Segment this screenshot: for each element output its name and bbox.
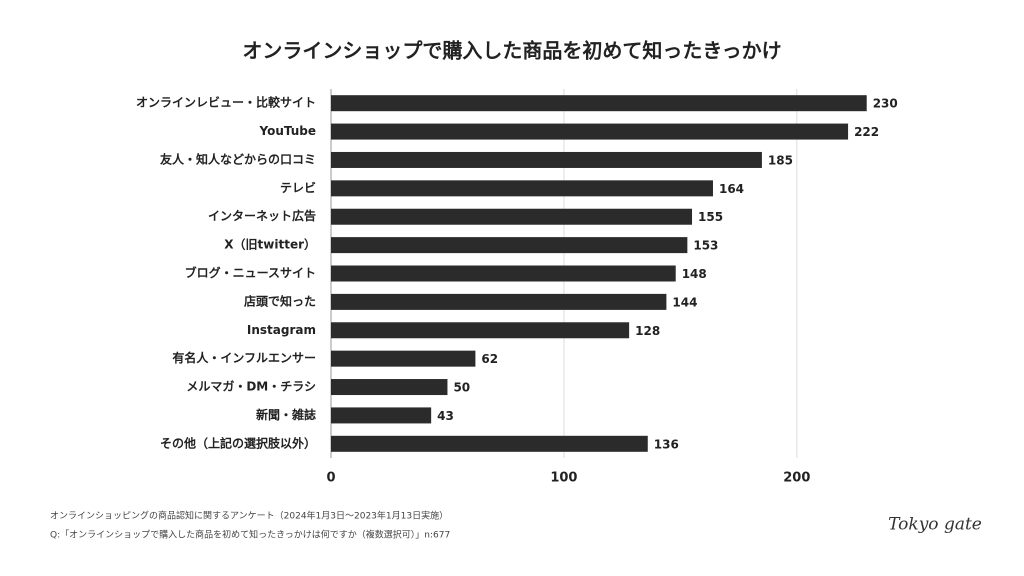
value-label: 185 [768,153,793,167]
logo: Tokyo gate [888,515,982,535]
y-tick-label: X（旧twitter） [224,237,316,252]
y-tick-label: YouTube [258,124,316,138]
y-tick-label: ブログ・ニュースサイト [185,265,316,280]
bar [331,237,688,254]
value-label: 136 [654,437,679,451]
bar [331,95,867,112]
bar [331,379,448,396]
value-label: 222 [854,125,879,139]
value-label: 128 [635,324,660,338]
x-tick-label: 100 [550,471,577,486]
footnote: オンラインショッピングの商品認知に関するアンケート（2024年1月3日〜2023… [50,510,448,522]
y-tick-label: 新聞・雑誌 [256,407,316,422]
y-tick-label: その他（上記の選択肢以外） [160,435,316,450]
y-tick-label: 友人・知人などからの口コミ [159,151,316,166]
y-tick-label: オンラインレビュー・比較サイト [136,95,316,110]
y-tick-label: 店頭で知った [244,293,316,308]
value-label: 62 [481,352,498,366]
value-label: 50 [453,381,470,395]
x-tick-label: 200 [783,471,810,486]
value-label: 230 [873,97,898,111]
value-label: 153 [693,239,718,253]
y-tick-label: テレビ [280,180,316,195]
bar [331,435,648,452]
bar [331,265,676,282]
value-label: 43 [437,409,454,423]
value-label: 148 [682,267,707,281]
y-tick-label: Instagram [247,323,316,337]
y-tick-label: メルマガ・DM・チラシ [186,379,316,394]
value-label: 164 [719,182,744,196]
bar [331,350,476,367]
x-tick-label: 0 [326,471,335,486]
bar [331,123,849,140]
value-label: 144 [672,295,697,309]
bar [331,180,713,197]
bar [331,208,693,225]
y-tick-label: 有名人・インフルエンサー [172,350,316,365]
bar [331,407,432,424]
bar [331,151,762,168]
y-tick-label: インターネット広告 [208,208,316,223]
bar [331,293,667,310]
footnote: Q:「オンラインショップで購入した商品を初めて知ったきっかけは何ですか（複数選択… [50,529,450,541]
bar [331,322,630,339]
chart-title: オンラインショップで購入した商品を初めて知ったきっかけ [242,39,781,63]
value-label: 155 [698,210,723,224]
